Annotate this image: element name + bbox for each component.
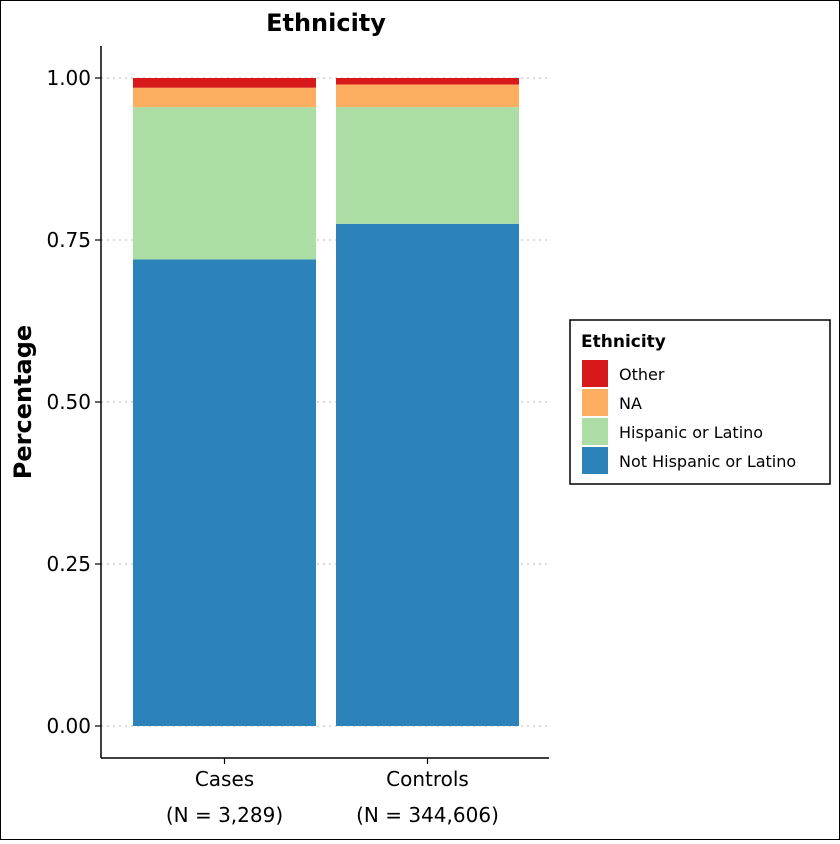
x-axis: Cases (N = 3,289) Controls (N = 344,606) xyxy=(101,757,549,827)
legend-label: NA xyxy=(619,394,642,413)
y-tick-label: 0.50 xyxy=(46,390,91,414)
bar-segment-cases-hispanic-or-latino xyxy=(133,107,316,260)
bar-segment-controls-not-hispanic-or-latino xyxy=(336,223,519,727)
y-tick-label: 0.75 xyxy=(46,228,91,252)
y-axis: 0.00 0.25 0.50 0.75 1.00 xyxy=(46,46,102,758)
y-tick-label: 0.00 xyxy=(46,714,91,738)
y-tick-label: 0.25 xyxy=(46,552,91,576)
x-tick-label: Controls xyxy=(386,767,469,791)
bar-segment-controls-na xyxy=(336,84,519,108)
x-tick-sublabel: (N = 3,289) xyxy=(166,803,283,827)
y-tick-label: 1.00 xyxy=(46,66,91,90)
x-tick-label: Cases xyxy=(195,767,254,791)
bar-segment-cases-other xyxy=(133,78,316,88)
bar-segment-cases-not-hispanic-or-latino xyxy=(133,259,316,726)
legend-title: Ethnicity xyxy=(581,332,666,352)
legend-label: Hispanic or Latino xyxy=(619,423,763,442)
bars xyxy=(133,78,519,727)
legend-label: Other xyxy=(619,365,665,384)
legend-swatch xyxy=(582,418,608,445)
legend-swatch xyxy=(582,389,608,416)
chart-title: Ethnicity xyxy=(266,9,386,37)
bar-segment-controls-hispanic-or-latino xyxy=(336,107,519,224)
bar-segment-controls-other xyxy=(336,78,519,85)
legend-swatch xyxy=(582,447,608,474)
legend-box xyxy=(569,319,831,485)
legend: Ethnicity Other NA Hispanic or Latino Not H… xyxy=(569,319,831,485)
legend-swatch xyxy=(582,360,608,387)
x-tick-sublabel: (N = 344,606) xyxy=(356,803,499,827)
y-axis-label: Percentage xyxy=(9,325,37,479)
bar-segment-cases-na xyxy=(133,87,316,108)
legend-label: Not Hispanic or Latino xyxy=(619,452,796,471)
